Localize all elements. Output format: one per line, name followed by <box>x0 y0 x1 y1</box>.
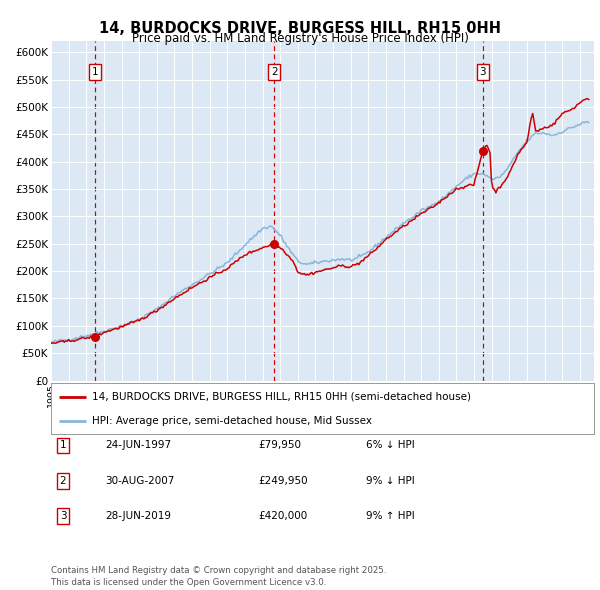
Text: 24-JUN-1997: 24-JUN-1997 <box>105 441 171 450</box>
Text: 2: 2 <box>59 476 67 486</box>
Text: £420,000: £420,000 <box>258 512 307 521</box>
Text: 3: 3 <box>479 67 486 77</box>
Text: 2: 2 <box>271 67 278 77</box>
Text: Price paid vs. HM Land Registry's House Price Index (HPI): Price paid vs. HM Land Registry's House … <box>131 32 469 45</box>
Text: 28-JUN-2019: 28-JUN-2019 <box>105 512 171 521</box>
Text: 14, BURDOCKS DRIVE, BURGESS HILL, RH15 0HH: 14, BURDOCKS DRIVE, BURGESS HILL, RH15 0… <box>99 21 501 35</box>
Text: £249,950: £249,950 <box>258 476 308 486</box>
Text: 30-AUG-2007: 30-AUG-2007 <box>105 476 175 486</box>
Text: 9% ↓ HPI: 9% ↓ HPI <box>366 476 415 486</box>
Text: 9% ↑ HPI: 9% ↑ HPI <box>366 512 415 521</box>
Text: 1: 1 <box>92 67 98 77</box>
Text: 14, BURDOCKS DRIVE, BURGESS HILL, RH15 0HH (semi-detached house): 14, BURDOCKS DRIVE, BURGESS HILL, RH15 0… <box>92 392 471 402</box>
Text: Contains HM Land Registry data © Crown copyright and database right 2025.
This d: Contains HM Land Registry data © Crown c… <box>51 566 386 587</box>
Text: £79,950: £79,950 <box>258 441 301 450</box>
Text: 1: 1 <box>59 441 67 450</box>
Text: HPI: Average price, semi-detached house, Mid Sussex: HPI: Average price, semi-detached house,… <box>92 415 372 425</box>
Text: 6% ↓ HPI: 6% ↓ HPI <box>366 441 415 450</box>
Text: 3: 3 <box>59 512 67 521</box>
